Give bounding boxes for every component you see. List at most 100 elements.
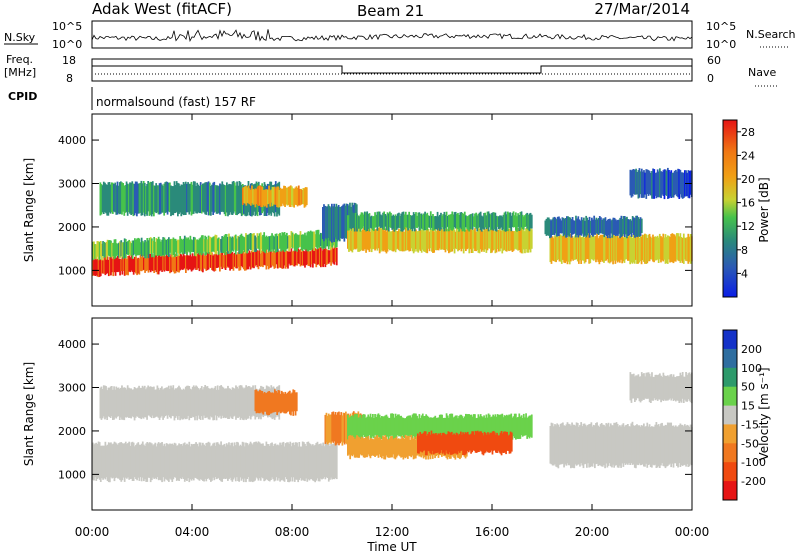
- power-cell: [161, 255, 163, 272]
- power-cell: [476, 231, 479, 251]
- velocity-cell: [204, 446, 207, 479]
- velocity-cell: [640, 372, 643, 401]
- velocity-cell: [679, 423, 682, 467]
- power-cell: [317, 229, 320, 248]
- velocity-cell: [630, 374, 633, 403]
- power-cell: [278, 233, 280, 249]
- velocity-cell: [237, 442, 239, 481]
- power-cell: [96, 241, 99, 257]
- power-cell: [306, 232, 309, 252]
- power-cell: [451, 226, 454, 252]
- velocity-cell: [374, 414, 376, 435]
- velocity-cell: [518, 413, 521, 439]
- power-cell: [498, 229, 500, 252]
- power-cell: [122, 258, 125, 271]
- power-cell: [503, 226, 506, 250]
- power-cell: [596, 219, 599, 234]
- velocity-cell: [161, 442, 163, 483]
- power-cell: [195, 186, 197, 214]
- power-cell: [299, 231, 302, 247]
- power-cell: [660, 236, 662, 263]
- velocity-cell: [557, 424, 560, 469]
- power-cell: [105, 241, 108, 260]
- power-cell: [198, 186, 201, 214]
- velocity-cell: [460, 414, 463, 436]
- power-cell: [662, 233, 665, 262]
- power-cell: [300, 251, 303, 266]
- power-cell: [530, 229, 533, 249]
- power-cell: [254, 248, 256, 267]
- velocity-cell: [262, 393, 265, 415]
- velocity-cell: [407, 415, 409, 438]
- power-cell: [94, 244, 97, 259]
- power-cell: [437, 216, 440, 229]
- velocity-cell: [374, 436, 376, 457]
- power-cell: [182, 182, 185, 216]
- power-cell: [603, 236, 605, 263]
- velocity-cell: [373, 439, 375, 456]
- velocity-cell: [521, 418, 524, 437]
- power-cell: [195, 239, 197, 257]
- power-cell: [648, 171, 651, 195]
- velocity-cell: [203, 387, 205, 416]
- power-cell: [521, 214, 524, 229]
- power-cell: [332, 206, 334, 241]
- velocity-cell: [611, 425, 613, 468]
- power-cell: [340, 206, 342, 239]
- velocity-cell: [419, 418, 422, 440]
- velocity-cell: [94, 443, 97, 478]
- velocity-cell: [240, 385, 243, 419]
- velocity-cell: [165, 387, 168, 416]
- velocity-cell: [114, 389, 117, 418]
- velocity-cell: [333, 442, 336, 480]
- power-cell: [269, 190, 272, 207]
- power-cell: [442, 214, 445, 230]
- power-cell: [478, 212, 481, 228]
- power-cell: [369, 216, 372, 228]
- power-cell: [381, 228, 383, 251]
- velocity-cell: [510, 413, 513, 439]
- power-cell: [115, 257, 118, 272]
- power-cell: [138, 183, 140, 214]
- power-cell: [323, 204, 325, 242]
- velocity-cell: [221, 386, 224, 416]
- power-cell: [211, 238, 213, 252]
- power-cell: [450, 214, 453, 231]
- power-cell: [379, 227, 382, 252]
- power-cell: [158, 253, 161, 272]
- power-cell: [545, 218, 548, 236]
- velocity-cell: [507, 435, 510, 451]
- power-cell: [646, 169, 649, 194]
- power-cell: [572, 237, 575, 261]
- velocity-cell: [672, 374, 675, 401]
- power-cell: [615, 235, 618, 261]
- velocity-cell: [342, 412, 345, 443]
- power-cell: [400, 226, 403, 251]
- velocity-cell: [474, 430, 477, 453]
- velocity-cell: [637, 374, 640, 399]
- velocity-cell: [261, 391, 264, 414]
- velocity-cell: [286, 442, 288, 480]
- velocity-cell: [183, 442, 186, 482]
- power-cell: [251, 233, 254, 253]
- power-cell: [178, 239, 180, 257]
- power-cell: [181, 239, 184, 255]
- power-cell: [93, 241, 95, 259]
- power-cell: [92, 241, 94, 261]
- velocity-cell: [341, 415, 344, 446]
- velocity-cell: [244, 387, 246, 419]
- velocity-cell: [477, 414, 480, 436]
- power-cell: [415, 212, 417, 228]
- power-cell: [289, 185, 292, 207]
- velocity-cell: [675, 377, 677, 402]
- velocity-cell: [228, 388, 230, 419]
- velocity-cell: [376, 414, 379, 440]
- velocity-cell: [266, 392, 268, 415]
- power-cell: [274, 233, 277, 253]
- power-cell: [284, 251, 287, 269]
- power-cell: [130, 255, 133, 271]
- velocity-cell: [111, 444, 114, 479]
- power-cell: [168, 254, 170, 271]
- velocity-cell: [434, 434, 436, 454]
- power-cell: [172, 186, 175, 216]
